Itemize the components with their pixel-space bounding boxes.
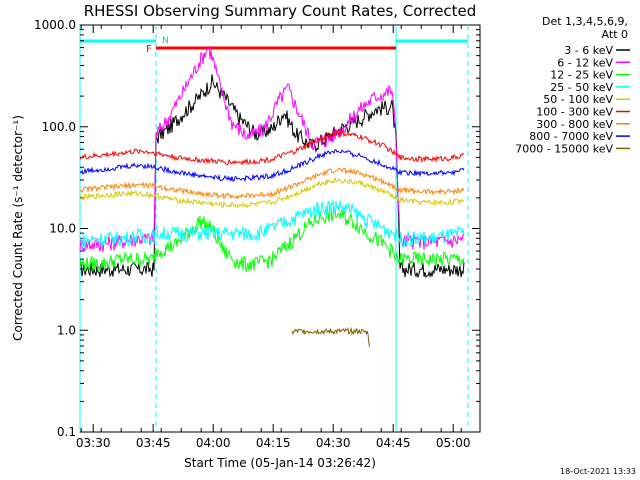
- legend-entry-label: 12 - 25 keV: [550, 69, 613, 82]
- x-tick-label: 03:45: [136, 436, 171, 450]
- legend-entry-label: 6 - 12 keV: [557, 56, 613, 69]
- series-line-9: [291, 326, 371, 348]
- y-tick-label: 1.0: [57, 323, 76, 337]
- legend-header-line-2: Att 0: [602, 28, 628, 41]
- series-line-6: [79, 129, 465, 166]
- chart-title: RHESSI Observing Summary Count Rates, Co…: [84, 2, 477, 20]
- footer-timestamp: 18-Oct-2021 13:33: [560, 467, 636, 476]
- plot-area: FN 0.1 1.0 10.0 100.0 1000.0 03:30 03:45 04:00 04…: [34, 18, 481, 450]
- x-tick-label: 04:00: [196, 436, 231, 450]
- y-tick-label: 100.0: [42, 120, 76, 134]
- series-line-4: [79, 200, 465, 249]
- y-axis-title: Corrected Count Rate (s⁻¹ detector⁻¹): [11, 115, 25, 341]
- night-flag-label: N: [162, 36, 169, 46]
- series-line-3: [79, 206, 465, 273]
- flare-flag-label: F: [146, 44, 152, 55]
- legend-entry-label: 800 - 7000 keV: [529, 130, 613, 143]
- y-tick-label: 1000.0: [34, 18, 76, 32]
- x-axis-title: Start Time (05-Jan-14 03:26:42): [184, 456, 376, 470]
- legend-header-line-1: Det 1,3,4,5,6,9,: [542, 15, 628, 28]
- x-tick-label: 05:00: [436, 436, 471, 450]
- series-line-8: [79, 149, 465, 183]
- x-tick-label: 04:15: [256, 436, 291, 450]
- x-tick-label: 04:30: [316, 436, 351, 450]
- x-tick-label: 03:30: [76, 436, 111, 450]
- legend-entry-label: 50 - 100 keV: [543, 93, 613, 106]
- legend-entry-label: 3 - 6 keV: [564, 44, 613, 57]
- legend-entry-label: 300 - 800 keV: [536, 118, 613, 131]
- series-line-1: [79, 74, 465, 279]
- x-tick-label: 04:45: [376, 436, 411, 450]
- series-line-5: [79, 177, 465, 209]
- y-tick-label: 10.0: [49, 222, 76, 236]
- y-tick-label: 0.1: [57, 425, 76, 439]
- series-line-7: [79, 167, 465, 200]
- legend-entry-label: 25 - 50 keV: [550, 81, 613, 94]
- legend-entry-label: 100 - 300 keV: [536, 106, 613, 119]
- legend-entry-label: 7000 - 15000 keV: [515, 142, 613, 155]
